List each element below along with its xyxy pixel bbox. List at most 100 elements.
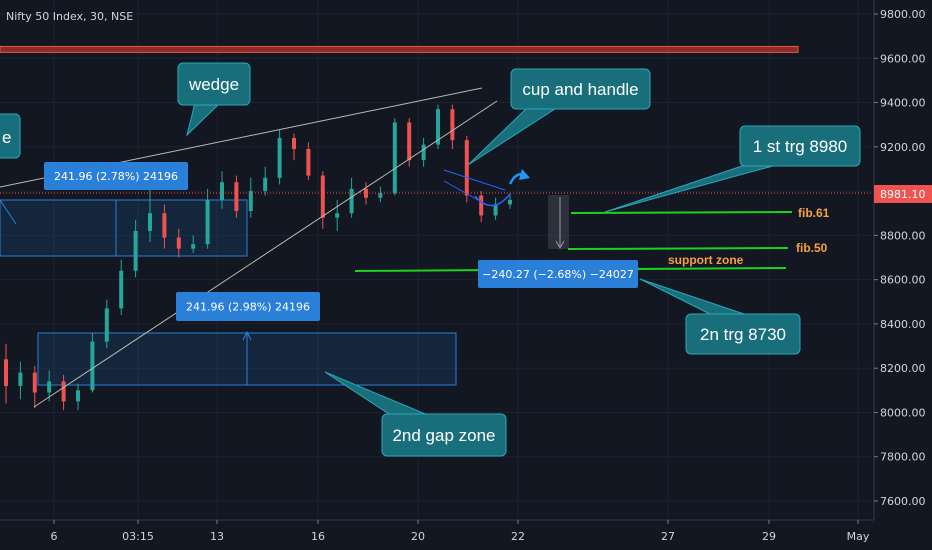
y-tick-label: 8800.00 — [880, 229, 926, 242]
wedge-callout-box — [177, 62, 251, 106]
y-tick-label: 9800.00 — [880, 8, 926, 21]
candle-body — [148, 213, 152, 231]
measure-label-1-box — [44, 162, 188, 190]
cup-and-handle-callout-box — [510, 68, 651, 110]
x-tick-label: May — [847, 530, 870, 543]
candle-body — [464, 140, 469, 196]
y-tick-label: 8000.00 — [880, 406, 926, 419]
measure-label-2: 241.96 (2.98%) 24196 — [186, 301, 310, 314]
target-2-callout-box — [685, 313, 801, 355]
x-tick-label: 16 — [311, 530, 325, 543]
target-1-callout: 1 st trg 8980 — [753, 137, 848, 156]
candle-body — [349, 188, 354, 214]
candle-body — [248, 191, 253, 212]
candle-body — [191, 244, 196, 249]
x-tick-label: 22 — [511, 530, 525, 543]
annotation-labels: fib.61 fib.50 support zone wedge cup and han… — [0, 62, 861, 457]
measure-label-3-box — [478, 260, 638, 288]
target-1-callout-box — [739, 125, 861, 167]
handle-channel-upper — [443, 169, 506, 191]
y-axis-background — [874, 0, 932, 550]
x-tick-label: 6 — [51, 530, 58, 543]
left-callout: e — [2, 128, 11, 147]
candle-body — [4, 359, 8, 386]
y-tick-label: 7600.00 — [880, 495, 926, 508]
measure-label-2-box — [176, 292, 320, 321]
y-tick-label: 8600.00 — [880, 274, 926, 287]
resistance-band — [0, 45, 799, 53]
bounce-arrow-head — [519, 169, 530, 180]
cup-curve — [474, 193, 511, 207]
candle-body — [292, 137, 296, 150]
fib-61-label: fib.61 — [798, 206, 830, 220]
candle-body — [263, 177, 268, 192]
candle-body — [18, 372, 23, 386]
candle-body — [407, 122, 412, 161]
candle-body — [234, 182, 239, 212]
candle-body — [61, 381, 66, 402]
measure-label-1: 241.96 (2.78%) 24196 — [54, 170, 178, 183]
y-tick-label: 8200.00 — [880, 362, 926, 375]
y-tick-label: 7800.00 — [880, 451, 926, 464]
candle-body — [450, 109, 455, 141]
x-tick-label: 27 — [661, 530, 675, 543]
candle-body — [76, 390, 80, 402]
measure-line-head — [555, 240, 565, 250]
x-axis-background — [0, 520, 932, 550]
candle-body — [421, 144, 426, 161]
candle-body — [493, 204, 498, 216]
x-axis: 6 03:15 13 16 20 22 27 29 May — [0, 519, 932, 550]
candle-body — [176, 237, 181, 249]
candle-body — [162, 213, 167, 238]
chart-title: Nifty 50 Index, 30, NSE — [6, 10, 134, 23]
last-price-label: 8981.10 — [880, 188, 926, 201]
candle-body — [205, 199, 210, 245]
candle-body — [119, 270, 124, 309]
candles — [4, 104, 512, 411]
x-tick-label: 03:15 — [122, 530, 154, 543]
wedge-lower-line — [33, 100, 498, 408]
candle-body — [508, 199, 512, 205]
candle-body — [335, 213, 340, 218]
candle-body — [479, 195, 484, 216]
fib-61-line — [570, 211, 793, 214]
fib-50-line — [567, 247, 789, 250]
candle-body — [320, 175, 325, 218]
fib-50-label: fib.50 — [796, 241, 828, 255]
target-2-callout: 2n trg 8730 — [700, 325, 786, 344]
y-axis: 9800.009600.009400.009200.009000.008800.… — [873, 0, 932, 550]
x-tick-label: 13 — [210, 530, 224, 543]
wedge-callout: wedge — [188, 75, 239, 94]
candle-body — [133, 230, 138, 271]
drawings — [0, 45, 872, 408]
candle-body — [104, 308, 109, 342]
x-tick-label: 29 — [762, 530, 776, 543]
candle-body — [90, 341, 95, 391]
measure-box — [548, 195, 569, 249]
candle-body — [378, 193, 383, 198]
measure-arrow-head — [242, 330, 252, 341]
cup-and-handle-callout: cup and handle — [522, 80, 638, 99]
candle-body — [32, 372, 37, 393]
gap-zone-callout-box — [381, 413, 507, 457]
candle-body — [436, 109, 440, 145]
left-callout-box — [0, 113, 21, 159]
y-tick-label: 9400.00 — [880, 97, 926, 110]
candle-body — [47, 381, 52, 393]
x-tick-label: 20 — [411, 530, 425, 543]
candle-body — [392, 122, 397, 194]
y-tick-label: 8400.00 — [880, 318, 926, 331]
last-price-badge — [874, 185, 932, 203]
zone-arrow-fragment — [0, 199, 17, 225]
measure-label-3: −240.27 (−2.68%) −24027 — [482, 268, 634, 281]
candle-body — [277, 137, 282, 178]
y-tick-label: 9200.00 — [880, 141, 926, 154]
candle-body — [220, 182, 224, 200]
candle-body — [306, 149, 311, 176]
y-tick-label: 9600.00 — [880, 52, 926, 65]
gap-zone-callout: 2nd gap zone — [392, 426, 495, 445]
gap-zone-1 — [0, 199, 248, 257]
support-zone-label: support zone — [668, 253, 744, 267]
